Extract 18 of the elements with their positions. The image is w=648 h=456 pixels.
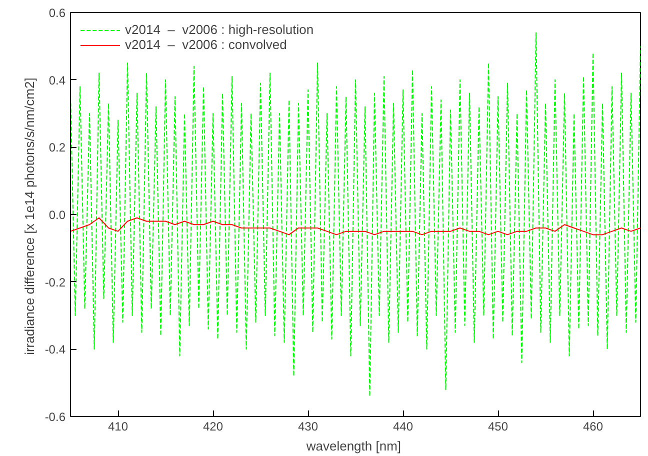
x-tick-label: 460 bbox=[582, 420, 604, 434]
y-tick-label: -0.4 bbox=[44, 342, 66, 357]
legend-label: v2014 – v2006 : convolved bbox=[125, 37, 287, 52]
y-tick-label: -0.2 bbox=[44, 275, 66, 290]
legend-label: v2014 – v2006 : high-resolution bbox=[125, 22, 314, 37]
x-tick-label: 450 bbox=[488, 420, 508, 434]
y-tick-label: 0.0 bbox=[48, 208, 66, 222]
x-tick-label: 430 bbox=[298, 420, 318, 434]
y-tick-label: 0.6 bbox=[48, 6, 66, 20]
line-series bbox=[70, 217, 640, 236]
x-axis-title: wavelength [nm] bbox=[305, 438, 402, 454]
x-tick-label: 410 bbox=[108, 420, 128, 434]
x-tick-label: 420 bbox=[202, 420, 224, 434]
x-tick-label: 440 bbox=[392, 420, 414, 434]
y-tick-label: -0.6 bbox=[44, 410, 66, 424]
y-tick-label: 0.2 bbox=[48, 140, 66, 155]
y-tick-label: 0.4 bbox=[48, 73, 66, 88]
y-axis-title: irradiance difference [x 1e14 photons/s/nm/cm2] bbox=[22, 78, 37, 355]
